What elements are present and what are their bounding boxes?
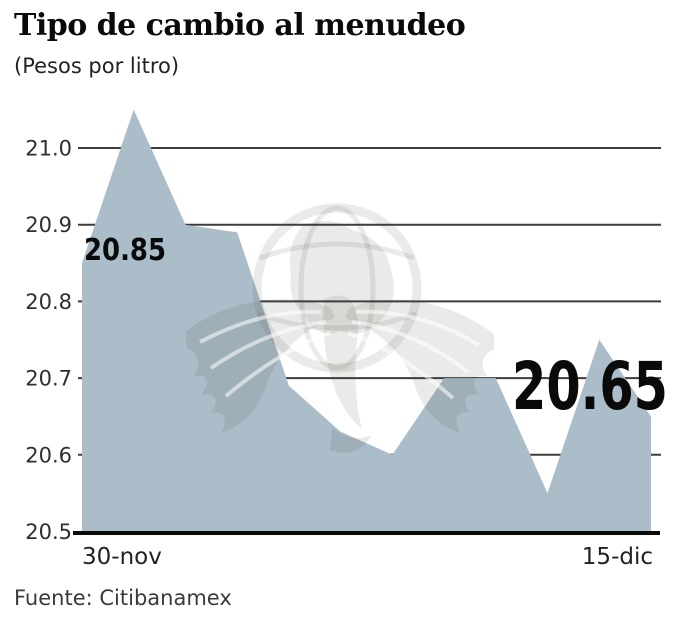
series-area bbox=[82, 109, 651, 533]
chart-subtitle: (Pesos por litro) bbox=[14, 54, 180, 78]
watermark-eagle-globe-emblem-icon bbox=[186, 203, 494, 453]
y-tick-label-20.8: 20.8 bbox=[25, 290, 72, 314]
y-tick-label-20.7: 20.7 bbox=[25, 367, 72, 391]
source-attribution: Fuente: Citibanamex bbox=[14, 586, 232, 610]
y-tick-label-20.6: 20.6 bbox=[25, 443, 72, 467]
y-tick-label-20.9: 20.9 bbox=[25, 213, 72, 237]
last-value-label: 20.65 bbox=[512, 348, 668, 425]
y-tick-label-20.5: 20.5 bbox=[25, 520, 72, 544]
x-tick-label-start: 30-nov bbox=[82, 544, 162, 570]
first-value-label: 20.85 bbox=[84, 233, 166, 268]
x-tick-label-end: 15-dic bbox=[582, 544, 653, 570]
y-tick-label-21.0: 21.0 bbox=[25, 137, 72, 161]
chart-title: Tipo de cambio al menudeo bbox=[14, 8, 466, 43]
